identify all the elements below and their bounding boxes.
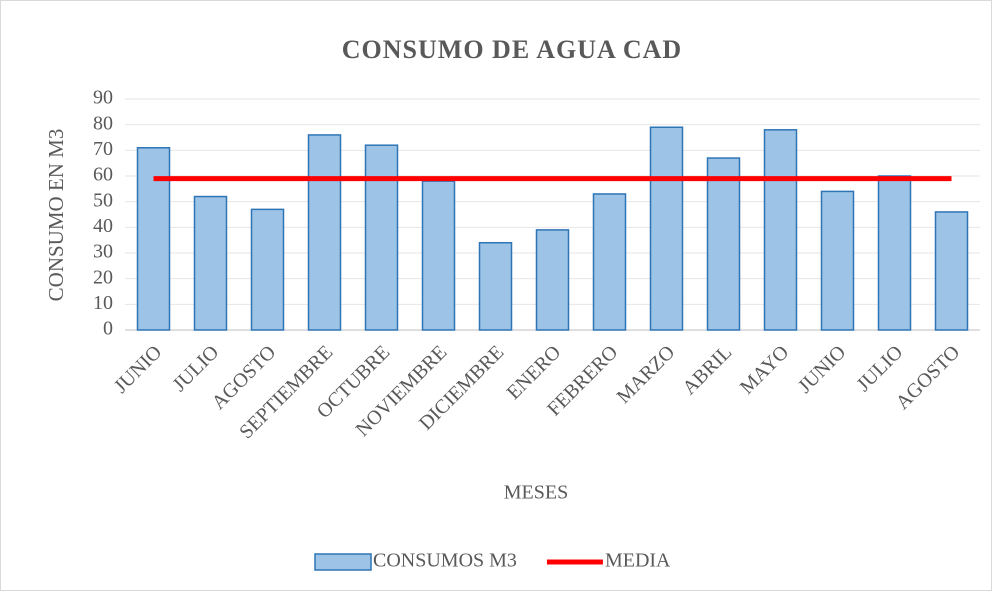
bar: [763, 129, 798, 331]
y-tick-label: 60: [93, 164, 113, 186]
bar: [535, 229, 570, 331]
bar: [877, 175, 912, 331]
y-tick-label: 40: [93, 215, 113, 237]
bar: [136, 147, 171, 331]
bar: [706, 157, 741, 331]
bar: [820, 190, 855, 331]
bar: [421, 180, 456, 331]
bar: [934, 211, 969, 331]
y-tick-label: 90: [93, 87, 113, 109]
y-tick-label: 10: [93, 292, 113, 314]
chart-title: CONSUMO DE AGUA CAD: [342, 35, 682, 64]
y-tick-label: 80: [93, 112, 113, 134]
legend-label: MEDIA: [605, 550, 671, 572]
bar: [592, 193, 627, 331]
y-axis-label: CONSUMO EN M3: [44, 129, 68, 302]
legend-label: CONSUMOS M3: [373, 550, 517, 572]
legend-swatch: [314, 553, 372, 571]
y-tick-label: 0: [103, 318, 113, 340]
bar: [250, 208, 285, 331]
bar: [649, 126, 684, 331]
bar: [364, 144, 399, 331]
bar: [193, 195, 228, 331]
y-tick-label: 50: [93, 189, 113, 211]
bar: [478, 241, 513, 331]
y-tick-label: 20: [93, 266, 113, 288]
y-tick-label: 30: [93, 241, 113, 263]
bar: [307, 134, 342, 331]
y-tick-label: 70: [93, 138, 113, 160]
x-axis-label: MESES: [504, 482, 568, 504]
